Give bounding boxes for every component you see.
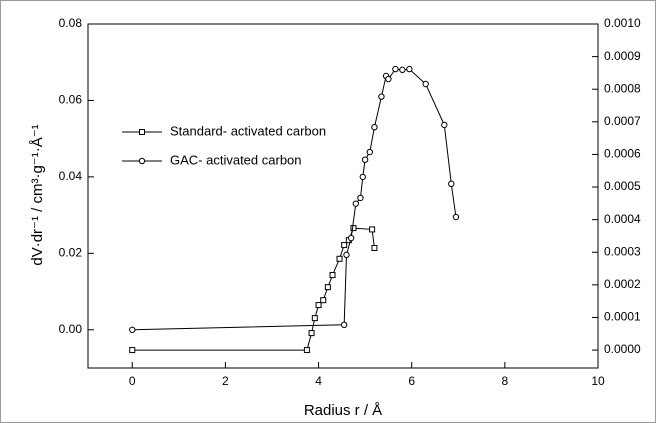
series-line: [132, 68, 457, 331]
data-point: [361, 156, 369, 163]
data-point: [336, 255, 343, 262]
y-tick-label: 0.08: [59, 16, 83, 30]
y2-tick-label: 0.0000: [604, 342, 641, 356]
data-point: [303, 347, 310, 354]
data-point: [357, 194, 364, 202]
data-point: [352, 200, 360, 207]
data-point: [308, 330, 315, 337]
legend-label: Standard- activated carbon: [170, 123, 326, 138]
y-tick-label: 0.04: [59, 169, 83, 183]
data-point: [399, 66, 406, 74]
x-tick-label: 2: [222, 374, 229, 388]
y2-tick-label: 0.0006: [604, 147, 641, 161]
data-point: [448, 180, 455, 187]
data-point: [366, 148, 373, 156]
y2-tick-label: 0.0001: [604, 310, 641, 324]
x-tick-label: 4: [315, 374, 322, 388]
data-point: [340, 321, 348, 329]
data-point: [378, 93, 385, 100]
x-tick-label: 10: [591, 374, 605, 388]
data-point: [422, 80, 429, 88]
data-point: [347, 234, 355, 242]
data-point: [350, 225, 357, 232]
data-point: [359, 173, 366, 181]
y-tick-label: 0.00: [59, 322, 83, 336]
plot-area: [87, 23, 599, 369]
legend-marker: [138, 157, 146, 165]
data-point: [341, 242, 348, 249]
data-point: [129, 326, 136, 333]
data-point: [315, 302, 322, 309]
y2-tick-label: 0.0010: [604, 16, 641, 30]
data-point: [371, 245, 378, 252]
x-tick-label: 0: [129, 374, 136, 388]
x-tick-label: 8: [502, 374, 509, 388]
data-point: [406, 65, 413, 73]
data-point: [320, 297, 327, 304]
y2-tick-label: 0.0002: [604, 277, 641, 291]
y2-tick-label: 0.0008: [604, 81, 641, 95]
data-point: [371, 124, 378, 131]
data-point: [324, 284, 331, 291]
y2-tick-label: 0.0005: [604, 179, 641, 193]
data-point: [329, 272, 336, 279]
y2-tick-label: 0.0009: [604, 49, 641, 63]
y-axis-label: dV·dr⁻¹ / cm³·g⁻¹·Å⁻¹: [29, 124, 46, 265]
data-point: [452, 213, 460, 221]
legend-label: GAC- activated carbon: [170, 152, 302, 167]
x-axis-label: Radius r / Å: [304, 402, 382, 419]
data-point: [129, 347, 136, 354]
y-tick-label: 0.06: [59, 93, 83, 107]
data-point: [441, 121, 448, 129]
data-point: [311, 315, 318, 322]
y2-tick-label: 0.0004: [604, 212, 641, 226]
y2-tick-label: 0.0007: [604, 114, 641, 128]
x-tick-label: 6: [408, 374, 415, 388]
data-point: [385, 75, 392, 83]
y-tick-label: 0.02: [59, 246, 83, 260]
legend-marker: [139, 129, 145, 135]
data-point: [369, 226, 376, 233]
y2-tick-label: 0.0003: [604, 244, 641, 258]
data-point: [343, 251, 350, 259]
data-point: [392, 65, 399, 73]
